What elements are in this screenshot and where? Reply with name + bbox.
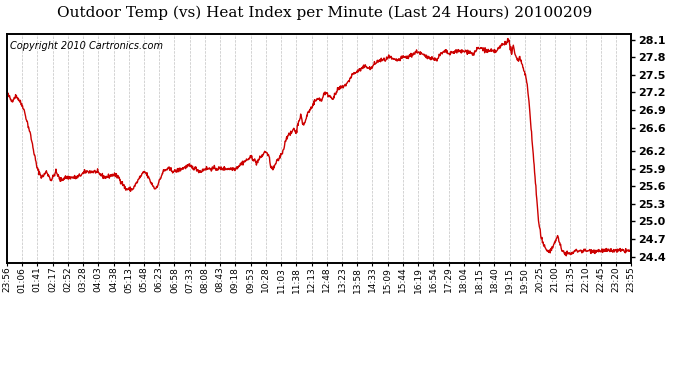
Text: Copyright 2010 Cartronics.com: Copyright 2010 Cartronics.com [10, 40, 163, 51]
Text: Outdoor Temp (vs) Heat Index per Minute (Last 24 Hours) 20100209: Outdoor Temp (vs) Heat Index per Minute … [57, 6, 592, 20]
